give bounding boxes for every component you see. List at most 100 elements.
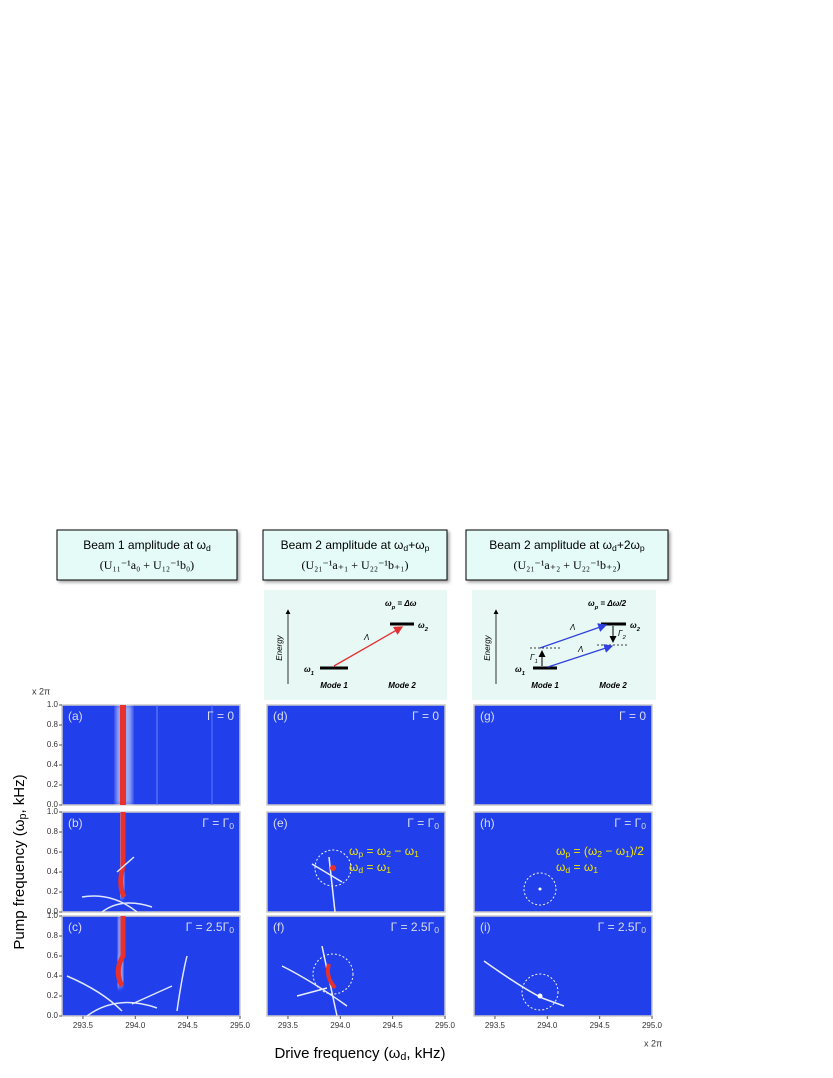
- annotation-part: = (ω: [570, 844, 597, 858]
- annotation-sub: p: [358, 849, 363, 859]
- level-label-sub: 2: [636, 627, 641, 633]
- annotation-sub: 1: [414, 849, 419, 859]
- header-title-sub: p: [640, 543, 645, 553]
- header-formula: (U₂₁⁻¹a₊₁ + U₂₂⁻¹b₊₁): [301, 558, 408, 572]
- diagram-condition-sub: p: [594, 605, 599, 611]
- panel-gamma-sub: 0: [641, 925, 646, 935]
- x-tick-label: 295.0: [435, 1021, 456, 1030]
- x-axis-title: Drive frequency (ωd, kHz): [274, 1045, 445, 1063]
- panel-label: (b): [68, 816, 83, 830]
- annotation-part: − ω: [602, 844, 625, 858]
- header-formula: (U₁₁⁻¹a₀ + U₁₂⁻¹b₀): [100, 558, 194, 572]
- panel-gamma-sub: 0: [641, 821, 646, 831]
- panel-gamma-part: Γ = 2.5Γ: [598, 920, 642, 934]
- decay-label: Γ2: [618, 629, 627, 640]
- level-label-part: ω: [515, 665, 522, 674]
- panel-gamma-sub: 0: [229, 925, 234, 935]
- x-tick-label: 293.5: [485, 1021, 506, 1030]
- x-tick-label: 295.0: [230, 1021, 251, 1030]
- y-tick-label: 1.0: [47, 700, 59, 709]
- header-title-part: Beam 2 amplitude at ω: [281, 538, 404, 552]
- panel-gamma-part: Γ = 2.5Γ: [391, 920, 435, 934]
- panel-gamma-part: Γ = 0: [619, 709, 646, 723]
- heatmap: [61, 915, 241, 1017]
- panel-label: (g): [480, 709, 495, 723]
- header-title-sub: p: [425, 543, 430, 553]
- panel-gamma-sub: 0: [434, 925, 439, 935]
- diagram-box: [264, 590, 447, 700]
- annotation-part: ω: [349, 860, 358, 874]
- feature: [537, 993, 543, 999]
- annotation-sub: 1: [625, 849, 630, 859]
- y-tick-label: 0.8: [47, 720, 59, 729]
- x-tick-label: 293.5: [278, 1021, 299, 1030]
- heatmap: [266, 915, 446, 1017]
- x-tick-label: 294.0: [537, 1021, 558, 1030]
- annotation-sub: 1: [386, 865, 391, 875]
- mode-label: Mode 2: [388, 681, 416, 690]
- feature: [330, 865, 336, 871]
- panel-gamma: Γ = 2.5Γ0: [598, 920, 647, 935]
- annotation-sub: 2: [386, 849, 391, 859]
- header-title-part: Beam 1 amplitude at ω: [83, 538, 206, 552]
- level-label: ω2: [630, 621, 641, 632]
- level-label: ω1: [304, 665, 314, 676]
- heatmap: [61, 704, 241, 806]
- y-axis-title-sub: p: [17, 814, 29, 820]
- panel-label: (d): [273, 709, 288, 723]
- header-title-part: +ω: [408, 538, 424, 552]
- y-tick-label: 0.0: [47, 800, 59, 809]
- header-title: Beam 1 amplitude at ωd: [83, 538, 211, 553]
- feature: [81, 856, 153, 913]
- annotation-part: = ω: [570, 860, 593, 874]
- decay-label: Γ1: [530, 653, 538, 664]
- axis-label: Energy: [275, 634, 284, 660]
- y-tick-label: 0.4: [47, 971, 59, 980]
- annotation: ωp = (ω2 − ω1)/2: [556, 844, 644, 859]
- panel-label: (e): [273, 816, 288, 830]
- header-box: [262, 529, 448, 581]
- annotation-part: ω: [556, 844, 565, 858]
- annotation-sub: 2: [597, 849, 602, 859]
- x-tick-label: 294.5: [178, 1021, 199, 1030]
- panel-label: (c): [68, 920, 82, 934]
- y-axis-title-part: Pump frequency (ω: [11, 819, 28, 949]
- y-tick-label: 1.0: [47, 807, 59, 816]
- annotation-part: ω: [556, 860, 565, 874]
- y-tick-label: 0.2: [47, 991, 59, 1000]
- feature: [66, 955, 188, 1017]
- axis-label: Energy: [483, 634, 492, 660]
- diagram-condition-part: = Δω: [395, 599, 416, 608]
- panel-gamma-part: Γ = Γ: [407, 816, 434, 830]
- header-title: Beam 2 amplitude at ωd+2ωp: [489, 538, 645, 553]
- y-tick-label: 0.8: [47, 827, 59, 836]
- highlight-circle: [312, 953, 354, 995]
- header-title-part: +2ω: [617, 538, 640, 552]
- feature: [115, 916, 126, 988]
- feature: [311, 856, 343, 913]
- panel-gamma-part: Γ = Γ: [614, 816, 641, 830]
- x-tick-label: 295.0: [642, 1021, 663, 1030]
- decay-label-part: Γ: [530, 653, 535, 662]
- transition-arrow: [539, 623, 608, 649]
- panel-label: (a): [68, 709, 83, 723]
- highlight-circle: [521, 973, 559, 1011]
- y-tick-label: 0.6: [47, 740, 59, 749]
- heatmap: [266, 704, 446, 806]
- header-box: [56, 529, 238, 581]
- diagram-condition-sub: p: [391, 605, 396, 611]
- panel-gamma-sub: 0: [229, 821, 234, 831]
- highlight-circle: [523, 872, 557, 906]
- y-tick-label: 0.2: [47, 887, 59, 896]
- heatmap: [473, 704, 653, 806]
- annotation: ωp = ω2 − ω1: [349, 844, 419, 859]
- x-tick-label: 293.5: [73, 1021, 94, 1030]
- annotation-part: − ω: [391, 844, 414, 858]
- diagram-condition-part: ω: [385, 599, 392, 608]
- level-label-sub: 1: [522, 671, 525, 677]
- panel-label: (i): [480, 920, 491, 934]
- annotation: ωd = ω1: [349, 860, 391, 875]
- y-tick-label: 0.0: [47, 907, 59, 916]
- x-tick-label: 294.0: [330, 1021, 351, 1030]
